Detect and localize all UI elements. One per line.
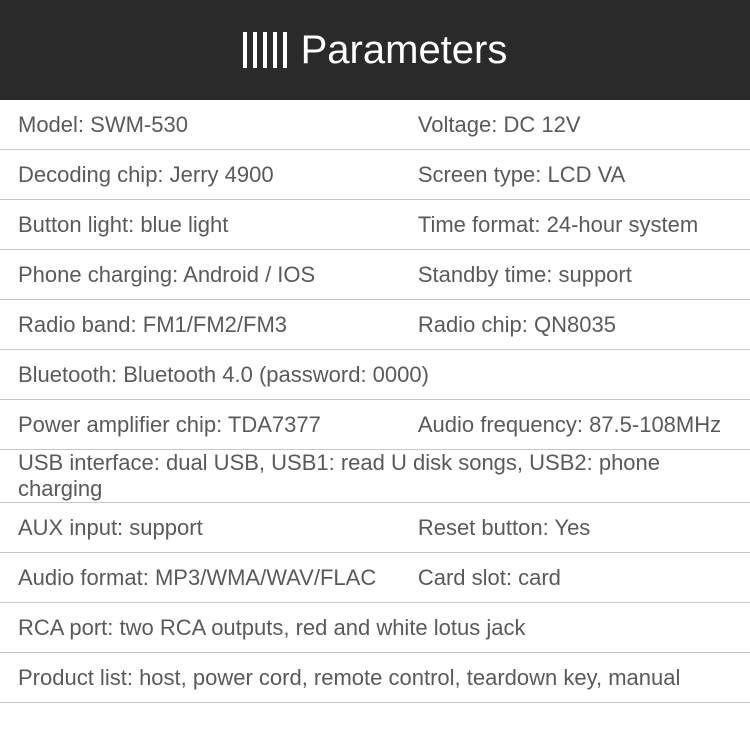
label: Product list: [18, 665, 133, 690]
label: Audio frequency: [418, 412, 583, 437]
value: MP3/WMA/WAV/FLAC [155, 565, 376, 590]
table-row: Bluetooth: Bluetooth 4.0 (password: 0000… [0, 350, 750, 400]
table-row: USB interface: dual USB, USB1: read U di… [0, 450, 750, 503]
value: blue light [140, 212, 228, 237]
cell-decoding-chip: Decoding chip: Jerry 4900 [18, 162, 418, 188]
label: RCA port: [18, 615, 113, 640]
label: Button light: [18, 212, 134, 237]
table-row: Phone charging: Android / IOS Standby ti… [0, 250, 750, 300]
label: Card slot: [418, 565, 512, 590]
label: Power amplifier chip: [18, 412, 222, 437]
cell-bluetooth: Bluetooth: Bluetooth 4.0 (password: 0000… [18, 362, 732, 388]
table-row: RCA port: two RCA outputs, red and white… [0, 603, 750, 653]
table-row: Model: SWM-530 Voltage: DC 12V [0, 100, 750, 150]
value: Yes [554, 515, 590, 540]
label: Voltage: [418, 112, 498, 137]
value: SWM-530 [90, 112, 188, 137]
cell-button-light: Button light: blue light [18, 212, 418, 238]
label: Time format: [418, 212, 541, 237]
header-title: Parameters [301, 28, 508, 73]
label: Reset button: [418, 515, 549, 540]
value: support [558, 262, 631, 287]
label: Standby time: [418, 262, 553, 287]
value: host, power cord, remote control, teardo… [139, 665, 680, 690]
value: 24-hour system [547, 212, 699, 237]
cell-time-format: Time format: 24-hour system [418, 212, 732, 238]
label: Audio format: [18, 565, 149, 590]
value: Jerry 4900 [170, 162, 274, 187]
cell-usb-interface: USB interface: dual USB, USB1: read U di… [18, 450, 732, 502]
label: Screen type: [418, 162, 542, 187]
header-bar-icon [243, 32, 247, 68]
label: Model: [18, 112, 84, 137]
cell-audio-format: Audio format: MP3/WMA/WAV/FLAC [18, 565, 418, 591]
cell-rca-port: RCA port: two RCA outputs, red and white… [18, 615, 732, 641]
cell-power-amplifier: Power amplifier chip: TDA7377 [18, 412, 418, 438]
table-row: Power amplifier chip: TDA7377 Audio freq… [0, 400, 750, 450]
cell-audio-frequency: Audio frequency: 87.5-108MHz [418, 412, 732, 438]
cell-card-slot: Card slot: card [418, 565, 732, 591]
cell-product-list: Product list: host, power cord, remote c… [18, 665, 732, 691]
cell-voltage: Voltage: DC 12V [418, 112, 732, 138]
value: FM1/FM2/FM3 [143, 312, 287, 337]
cell-phone-charging: Phone charging: Android / IOS [18, 262, 418, 288]
table-row: Product list: host, power cord, remote c… [0, 653, 750, 703]
header-bar-icon [283, 32, 287, 68]
cell-aux-input: AUX input: support [18, 515, 418, 541]
value: Android / IOS [183, 262, 315, 287]
value: Bluetooth 4.0 (password: 0000) [123, 362, 429, 387]
cell-screen-type: Screen type: LCD VA [418, 162, 732, 188]
value: LCD VA [547, 162, 625, 187]
cell-reset-button: Reset button: Yes [418, 515, 732, 541]
cell-standby-time: Standby time: support [418, 262, 732, 288]
value: DC 12V [503, 112, 580, 137]
label: Radio chip: [418, 312, 528, 337]
value: two RCA outputs, red and white lotus jac… [120, 615, 526, 640]
header-banner: Parameters [0, 0, 750, 100]
label: Decoding chip: [18, 162, 164, 187]
cell-model: Model: SWM-530 [18, 112, 418, 138]
header-bar-icon [273, 32, 277, 68]
value: 87.5-108MHz [589, 412, 721, 437]
cell-radio-band: Radio band: FM1/FM2/FM3 [18, 312, 418, 338]
header-bar-icon [263, 32, 267, 68]
header-bar-icon [253, 32, 257, 68]
parameters-table: Model: SWM-530 Voltage: DC 12V Decoding … [0, 100, 750, 703]
table-row: Audio format: MP3/WMA/WAV/FLAC Card slot… [0, 553, 750, 603]
cell-radio-chip: Radio chip: QN8035 [418, 312, 732, 338]
table-row: Decoding chip: Jerry 4900 Screen type: L… [0, 150, 750, 200]
table-row: Button light: blue light Time format: 24… [0, 200, 750, 250]
value: QN8035 [534, 312, 616, 337]
table-row: AUX input: support Reset button: Yes [0, 503, 750, 553]
label: Phone charging: [18, 262, 178, 287]
label: Radio band: [18, 312, 137, 337]
table-row: Radio band: FM1/FM2/FM3 Radio chip: QN80… [0, 300, 750, 350]
label: USB interface: [18, 450, 160, 475]
label: AUX input: [18, 515, 123, 540]
value: TDA7377 [228, 412, 321, 437]
header-decoration-bars [243, 32, 287, 68]
label: Bluetooth: [18, 362, 117, 387]
value: support [129, 515, 202, 540]
value: card [518, 565, 561, 590]
